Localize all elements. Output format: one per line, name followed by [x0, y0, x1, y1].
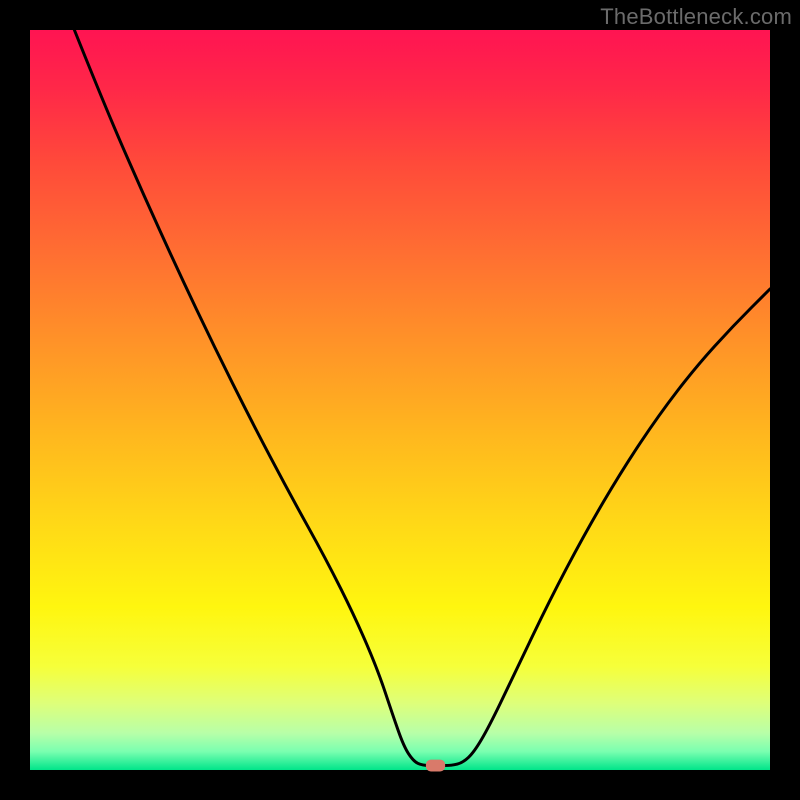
bottleneck-chart — [0, 0, 800, 800]
chart-frame: TheBottleneck.com — [0, 0, 800, 800]
optimal-marker — [426, 760, 445, 772]
gradient-background — [30, 30, 770, 770]
